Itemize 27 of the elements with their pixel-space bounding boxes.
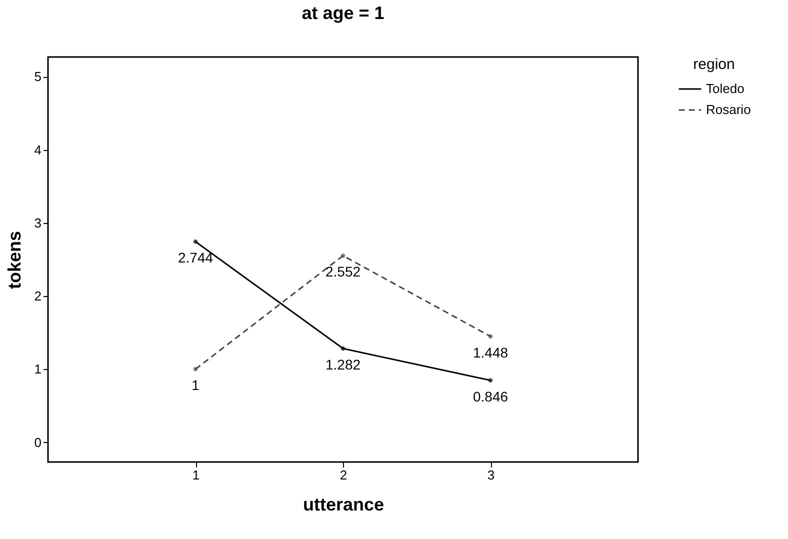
y-tick-label: 3 (34, 215, 42, 230)
point (193, 240, 198, 244)
data-label: 1.282 (325, 356, 361, 373)
data-label: 2.744 (178, 250, 214, 266)
x-axis-title: utterance (302, 494, 384, 514)
y-tick-label: 5 (34, 69, 42, 84)
data-label: 2.552 (325, 264, 361, 280)
legend-label: Toledo (706, 81, 744, 96)
x-tick-label: 2 (340, 468, 348, 482)
legend-title: region (693, 56, 735, 73)
data-label: 0.846 (472, 388, 508, 404)
data-label: 1.448 (472, 344, 508, 360)
legend-label: Rosario (706, 102, 751, 117)
y-tick-label: 4 (34, 142, 42, 158)
point (340, 346, 346, 351)
chart-title: at age = 1 (302, 3, 384, 23)
y-tick-label: 1 (34, 362, 42, 377)
x-tick-label: 1 (192, 468, 200, 482)
y-axis-title: tokens (4, 230, 24, 290)
point (488, 378, 493, 383)
data-label: 1 (192, 377, 200, 394)
y-tick-label: 2 (34, 288, 42, 304)
point (193, 367, 198, 372)
point (488, 334, 493, 339)
point (340, 254, 346, 258)
y-tick-label: 0 (34, 434, 42, 450)
x-tick-label: 3 (487, 468, 495, 482)
